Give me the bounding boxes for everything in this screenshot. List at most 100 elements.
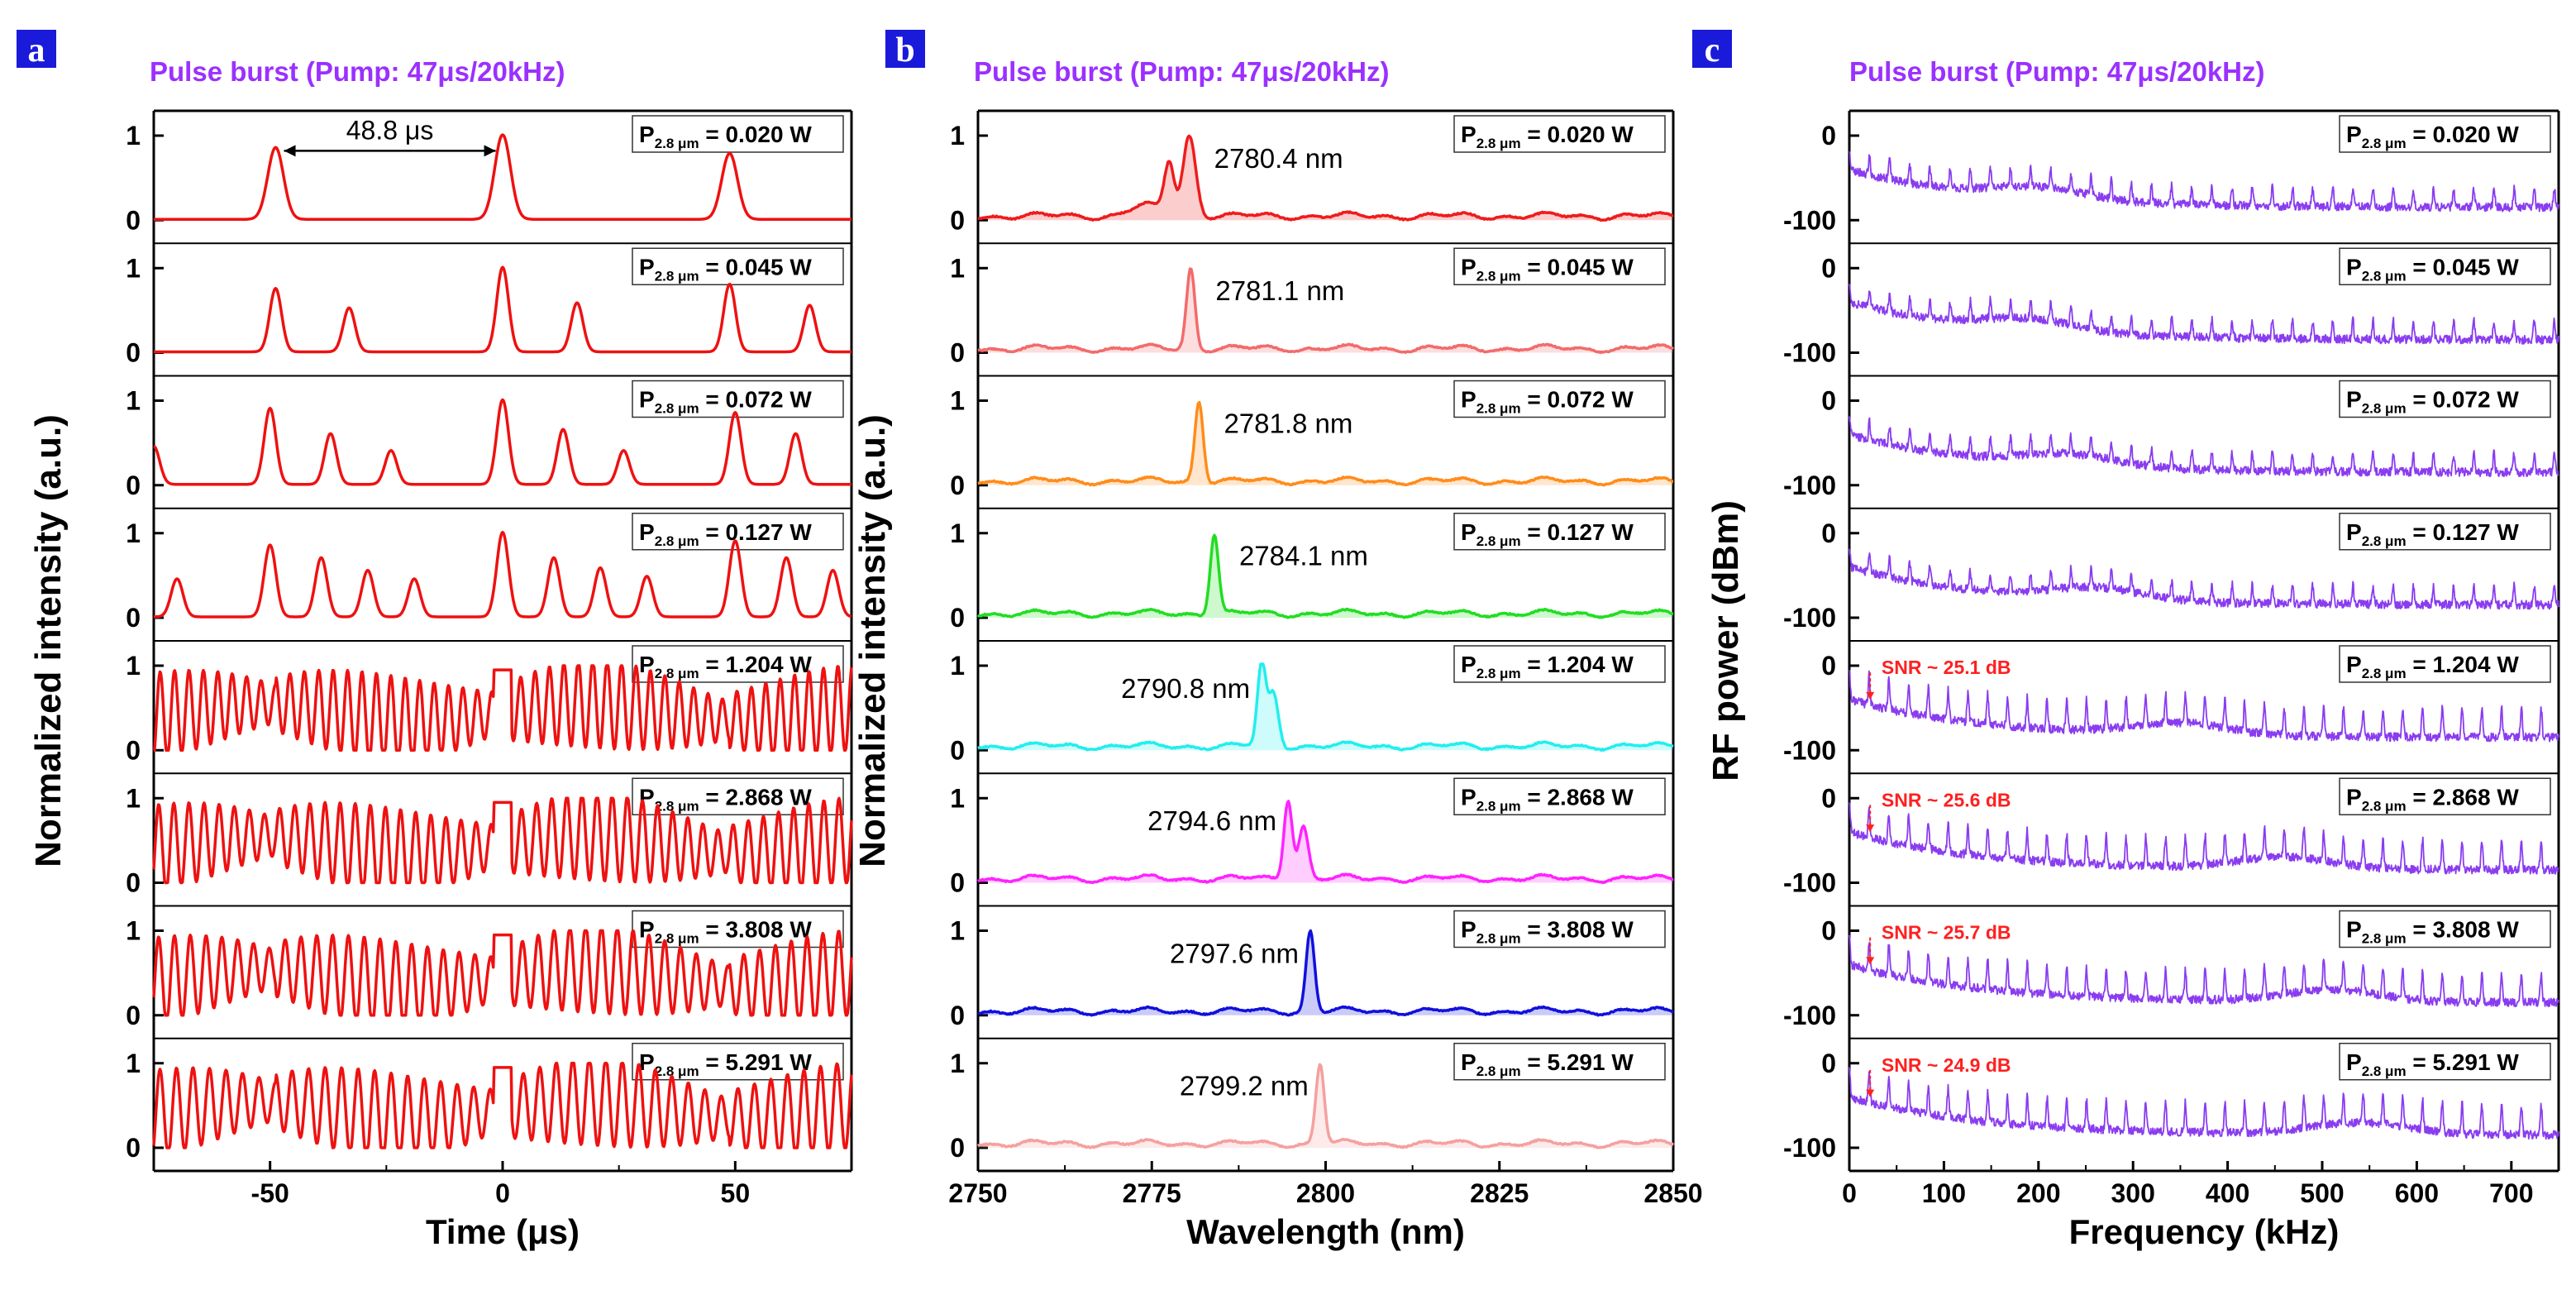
- x-tick-label: 100: [1922, 1178, 1966, 1208]
- temporal-trace-3808W: [152, 929, 853, 1017]
- period-annotation: 48.8 μs: [346, 115, 434, 145]
- power-label-box: [632, 247, 844, 285]
- x-tick-label: 2775: [1123, 1178, 1181, 1208]
- peak-wavelength-label: 2780.4 nm: [1214, 143, 1343, 174]
- power-label-box: [2339, 247, 2551, 285]
- y-tick-label: 0: [950, 603, 965, 633]
- y-tick-label: 0: [950, 1133, 965, 1163]
- y-tick-label: 1: [950, 1049, 965, 1078]
- rf-trace-3808W: [1849, 934, 2559, 1008]
- y-tick-label: 0: [1821, 121, 1836, 150]
- spectrum-trace-0045W: [977, 267, 1675, 355]
- x-axis-label: Frequency (kHz): [2069, 1212, 2340, 1251]
- y-tick-label: 0: [950, 1001, 965, 1030]
- y-axis-label: Normalized intensity (a.u.): [852, 414, 893, 867]
- power-label-box: [1453, 1043, 1666, 1081]
- panel-title-c: Pulse burst (Pump: 47μs/20kHz): [1849, 56, 2265, 87]
- y-tick-label: -100: [1783, 735, 1836, 765]
- y-tick-label: -100: [1783, 868, 1836, 898]
- rf-trace-5291W: [1849, 1067, 2559, 1140]
- y-tick-label: 0: [126, 338, 141, 368]
- period-arrowhead-left: [284, 145, 296, 157]
- y-tick-label: 1: [126, 783, 141, 813]
- temporal-trace-0045W: [153, 265, 852, 354]
- panel-letter-box-b: [885, 30, 925, 68]
- panel-letter-box-a: [17, 30, 56, 68]
- snr-arrowhead: [1866, 691, 1875, 700]
- y-tick-label: 1: [950, 651, 965, 681]
- y-tick-label: -100: [1783, 471, 1836, 500]
- y-tick-label: 1: [126, 1049, 141, 1078]
- power-label-box: [1453, 115, 1666, 153]
- power-label-box: [2339, 645, 2551, 683]
- y-tick-label: 0: [1821, 386, 1836, 416]
- temporal-trace-0020W: [153, 133, 852, 221]
- snr-arrowhead: [1866, 957, 1875, 965]
- power-label: P2.8 μm = 1.204 W: [2346, 652, 2519, 681]
- power-label-box: [2339, 380, 2551, 418]
- y-tick-label: 0: [1821, 783, 1836, 813]
- power-label: P2.8 μm = 3.808 W: [639, 917, 812, 947]
- power-label: P2.8 μm = 5.291 W: [1461, 1049, 1634, 1079]
- snr-label: SNR ~ 25.7 dB: [1882, 922, 2011, 944]
- power-label: P2.8 μm = 0.127 W: [1461, 519, 1634, 549]
- period-arrowhead-right: [484, 145, 496, 157]
- y-tick-label: 0: [1821, 651, 1836, 681]
- x-tick-label: 50: [721, 1178, 751, 1208]
- y-tick-label: 1: [126, 386, 141, 416]
- rf-trace-2868W: [1849, 802, 2559, 875]
- y-tick-label: 1: [126, 253, 141, 283]
- y-tick-label: 0: [950, 471, 965, 500]
- peak-wavelength-label: 2799.2 nm: [1180, 1071, 1309, 1101]
- peak-wavelength-label: 2790.8 nm: [1121, 673, 1250, 704]
- x-tick-label: 400: [2206, 1178, 2249, 1208]
- y-tick-label: 1: [950, 916, 965, 946]
- y-tick-label: 0: [126, 1001, 141, 1030]
- spectrum-trace-0020W: [977, 134, 1674, 222]
- snr-label: SNR ~ 25.1 dB: [1882, 657, 2011, 678]
- y-tick-label: 1: [950, 518, 965, 548]
- power-label-box: [1453, 380, 1666, 418]
- power-label: P2.8 μm = 0.020 W: [1461, 122, 1634, 151]
- y-tick-label: 0: [126, 735, 141, 765]
- power-label: P2.8 μm = 3.808 W: [1461, 917, 1634, 947]
- peak-wavelength-label: 2794.6 nm: [1147, 805, 1276, 836]
- y-tick-label: 0: [1821, 253, 1836, 283]
- power-label-box: [2339, 115, 2551, 153]
- y-tick-label: 0: [1821, 916, 1836, 946]
- power-label: P2.8 μm = 5.291 W: [2346, 1049, 2519, 1079]
- spectrum-trace-0072W: [977, 400, 1674, 487]
- temporal-trace-1204W: [153, 664, 853, 752]
- y-tick-label: -100: [1783, 1133, 1836, 1163]
- snr-label: SNR ~ 25.6 dB: [1882, 789, 2011, 810]
- x-tick-label: 0: [1842, 1178, 1857, 1208]
- y-tick-label: 0: [1821, 518, 1836, 548]
- power-label-box: [632, 1043, 844, 1081]
- power-label-box: [2339, 1043, 2551, 1081]
- power-label-box: [1453, 645, 1666, 683]
- x-tick-label: 500: [2300, 1178, 2344, 1208]
- snr-arrowhead: [1866, 1089, 1875, 1097]
- power-label-box: [2339, 513, 2551, 551]
- power-label: P2.8 μm = 0.072 W: [639, 387, 812, 417]
- x-tick-label: 2800: [1296, 1178, 1355, 1208]
- spectrum-trace-5291W: [976, 1063, 1675, 1149]
- panel-letter-box-c: [1692, 30, 1732, 68]
- spectrum-trace-3808W: [977, 929, 1675, 1017]
- x-tick-label: 2850: [1643, 1178, 1702, 1208]
- y-tick-label: 0: [126, 1133, 141, 1163]
- y-tick-label: 1: [950, 253, 965, 283]
- snr-arrowhead: [1866, 824, 1875, 833]
- peak-wavelength-label: 2797.6 nm: [1170, 938, 1299, 968]
- peak-wavelength-label: 2784.1 nm: [1239, 541, 1368, 571]
- rf-trace-0127W: [1849, 548, 2559, 610]
- power-label-box: [632, 115, 844, 153]
- power-label-box: [1453, 513, 1666, 551]
- rf-trace-1204W: [1849, 669, 2559, 743]
- snr-label: SNR ~ 24.9 dB: [1882, 1054, 2011, 1076]
- temporal-trace-0127W: [153, 530, 852, 619]
- y-tick-label: 0: [950, 868, 965, 898]
- y-tick-label: 0: [126, 868, 141, 898]
- y-tick-label: 0: [950, 338, 965, 368]
